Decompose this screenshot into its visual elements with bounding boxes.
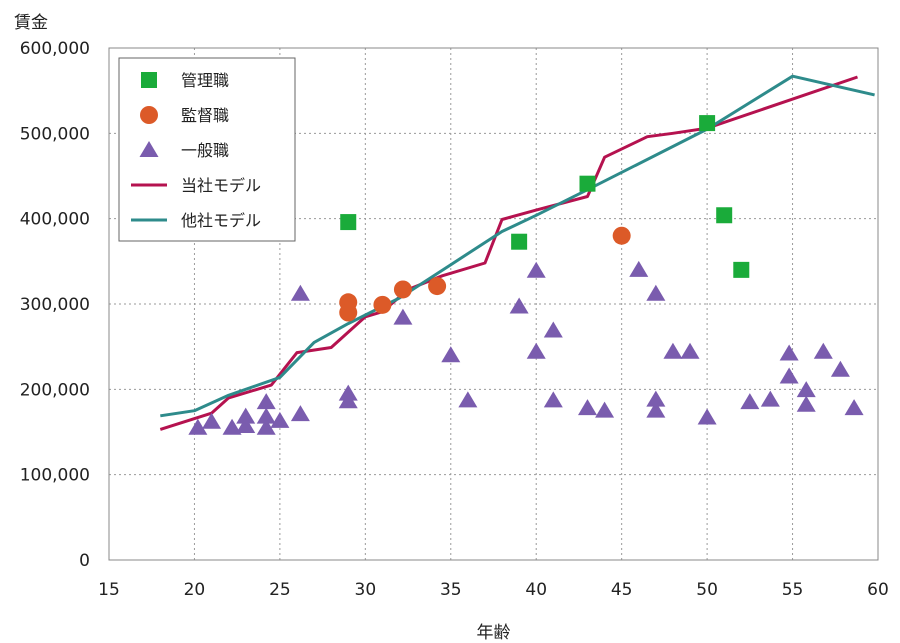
- triangle-marker: [256, 393, 276, 410]
- x-tick-label: 60: [867, 580, 889, 600]
- legend-label: 当社モデル: [181, 176, 261, 195]
- x-tick-label: 45: [611, 580, 633, 600]
- triangle-marker: [256, 418, 276, 435]
- circle-marker: [393, 280, 412, 299]
- circle-marker: [373, 295, 392, 314]
- triangle-marker: [526, 261, 546, 278]
- x-tick-label: 35: [440, 580, 462, 600]
- triangle-marker: [543, 391, 563, 408]
- triangle-marker: [338, 392, 358, 409]
- square-marker: [340, 214, 357, 231]
- triangle-marker: [629, 260, 649, 277]
- tick-labels: 15 20 25 30 35 40 45 50 55 60 0 100,000 200,000 300,0…: [20, 39, 889, 600]
- legend-label: 一般職: [181, 141, 229, 160]
- square-marker: [579, 175, 596, 192]
- x-tick-label: 30: [355, 580, 377, 600]
- y-tick-label: 300,000: [20, 295, 90, 315]
- triangle-marker: [740, 393, 760, 410]
- x-tick-label: 50: [696, 580, 718, 600]
- triangle-marker: [779, 367, 799, 384]
- triangle-marker: [509, 297, 529, 314]
- legend-swatch: [141, 72, 157, 88]
- triangle-marker: [680, 342, 700, 359]
- triangle-marker: [290, 284, 310, 301]
- triangle-marker: [796, 381, 816, 398]
- y-tick-label: 600,000: [20, 39, 90, 59]
- model-lines: [159, 74, 875, 431]
- circle-marker: [612, 226, 631, 245]
- square-marker: [699, 115, 716, 132]
- triangle-marker: [290, 405, 310, 422]
- plot-frame: [108, 47, 879, 561]
- legend-label: 監督職: [181, 106, 229, 125]
- triangle-marker: [646, 401, 666, 418]
- circle-marker: [339, 303, 358, 322]
- triangle-marker: [779, 344, 799, 361]
- triangle-marker: [526, 342, 546, 359]
- square-marker: [733, 261, 750, 278]
- x-tick-label: 40: [525, 580, 547, 600]
- triangle-marker: [697, 408, 717, 425]
- triangle-marker: [458, 391, 478, 408]
- x-tick-label: 25: [269, 580, 291, 600]
- triangle-marker: [646, 390, 666, 407]
- y-tick-label: 400,000: [20, 210, 90, 230]
- legend-swatch: [140, 106, 158, 124]
- triangle-marker: [236, 407, 256, 424]
- triangle-marker: [830, 360, 850, 377]
- triangle-marker: [844, 399, 864, 416]
- triangle-marker: [813, 342, 833, 359]
- series-line: [159, 75, 858, 431]
- legend-label: 管理職: [181, 71, 229, 90]
- triangle-marker: [577, 399, 597, 416]
- legend-swatch: [139, 141, 159, 157]
- x-axis-title: 年齢: [477, 623, 511, 643]
- y-tick-label: 500,000: [20, 124, 90, 144]
- triangle-marker: [222, 418, 242, 435]
- triangle-marker: [595, 401, 615, 418]
- triangle-marker: [796, 395, 816, 412]
- triangle-marker: [393, 308, 413, 325]
- square-marker: [511, 233, 528, 250]
- triangle-marker: [256, 407, 276, 424]
- triangle-marker: [543, 321, 563, 338]
- series-line: [160, 74, 875, 418]
- legend-label: 他社モデル: [181, 211, 261, 230]
- x-tick-label: 20: [184, 580, 206, 600]
- triangle-marker: [270, 411, 290, 428]
- y-tick-label: 100,000: [20, 466, 90, 486]
- square-marker: [716, 207, 733, 224]
- triangle-marker: [441, 346, 461, 363]
- circle-marker: [428, 277, 447, 296]
- triangle-marker: [202, 412, 222, 429]
- y-tick-label: 0: [79, 551, 90, 571]
- triangle-marker: [236, 417, 256, 434]
- triangle-marker: [760, 390, 780, 407]
- data-points: [188, 115, 864, 435]
- x-tick-label: 55: [782, 580, 804, 600]
- y-tick-label: 200,000: [20, 380, 90, 400]
- triangle-marker: [663, 342, 683, 359]
- x-tick-label: 15: [98, 580, 120, 600]
- triangle-marker: [646, 284, 666, 301]
- triangle-marker: [188, 418, 208, 435]
- y-axis-title: 賃金: [14, 13, 48, 33]
